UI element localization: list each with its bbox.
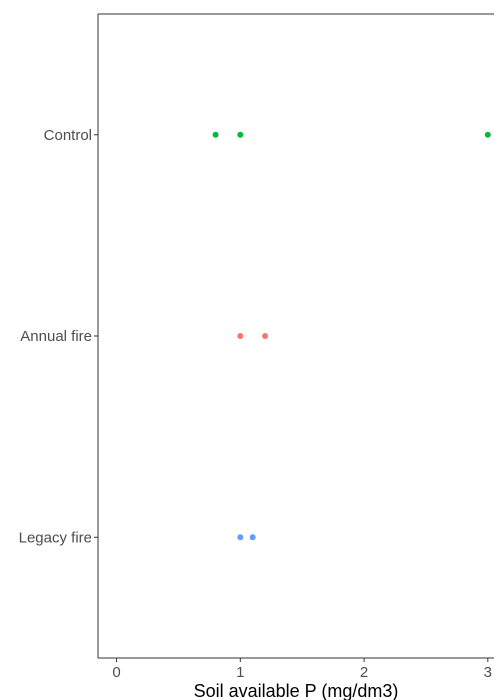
y-tick-label: Control	[44, 127, 92, 144]
data-point	[262, 333, 269, 339]
x-tick-label: 2	[360, 664, 368, 681]
x-axis: 0 1 2 3	[98, 657, 494, 681]
y-tick-label: Legacy fire	[19, 529, 92, 546]
data-point	[249, 534, 256, 541]
x-tick-label: 0	[112, 664, 120, 681]
x-axis-title: Soil available P (mg/dm3)	[194, 681, 399, 700]
y-axis: Control Annual fire Legacy fire	[19, 13, 494, 658]
y-tick-label: Annual fire	[20, 328, 92, 345]
data-point	[237, 131, 244, 138]
x-tick-label: 3	[484, 664, 492, 681]
data-point	[237, 534, 244, 541]
x-tick-label: 1	[236, 664, 244, 681]
data-points	[212, 131, 491, 541]
data-point	[237, 333, 244, 339]
data-point	[212, 131, 219, 138]
data-point	[484, 131, 491, 138]
